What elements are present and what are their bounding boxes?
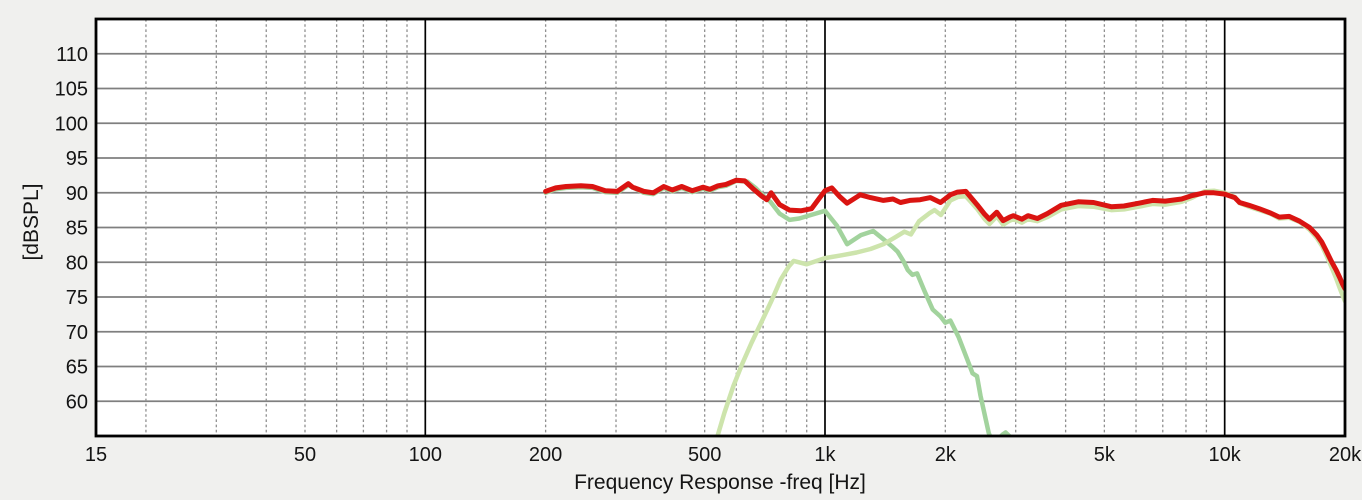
y-tick-label: 60 bbox=[66, 391, 88, 413]
x-tick-label: 20k bbox=[1329, 444, 1362, 466]
x-tick-label: 2k bbox=[935, 444, 957, 466]
x-axis-title: Frequency Response -freq [Hz] bbox=[574, 471, 866, 494]
curve-summed-total-response bbox=[543, 177, 1345, 292]
x-tick-label: 15 bbox=[85, 444, 107, 466]
axis-tick-labels: 60 65 70 75 80 85 90 95 100 105 110 15 50 100 200 500 1k… bbox=[55, 44, 1362, 466]
y-axis-label: [dBSPL] bbox=[20, 183, 43, 260]
plot-frame bbox=[94, 17, 1347, 438]
x-tick-label: 10k bbox=[1209, 444, 1242, 466]
x-tick-label: 1k bbox=[814, 444, 836, 466]
y-tick-label: 100 bbox=[55, 113, 88, 135]
y-tick-label: 110 bbox=[56, 44, 88, 66]
y-tick-label: 85 bbox=[66, 218, 88, 240]
grid-layer bbox=[96, 19, 1345, 436]
x-tick-label: 200 bbox=[529, 444, 562, 466]
series-layer bbox=[543, 177, 1345, 436]
y-tick-label: 95 bbox=[66, 148, 88, 170]
y-tick-label: 70 bbox=[66, 322, 88, 344]
x-tick-label: 500 bbox=[688, 444, 721, 466]
y-tick-label: 105 bbox=[55, 79, 88, 101]
y-tick-label: 80 bbox=[66, 252, 88, 274]
y-tick-label: 90 bbox=[66, 183, 88, 205]
x-tick-label: 50 bbox=[294, 444, 316, 466]
x-tick-label: 5k bbox=[1094, 444, 1116, 466]
x-tick-label: 100 bbox=[409, 444, 442, 466]
y-tick-label: 75 bbox=[66, 287, 88, 309]
y-tick-label: 65 bbox=[66, 357, 88, 379]
